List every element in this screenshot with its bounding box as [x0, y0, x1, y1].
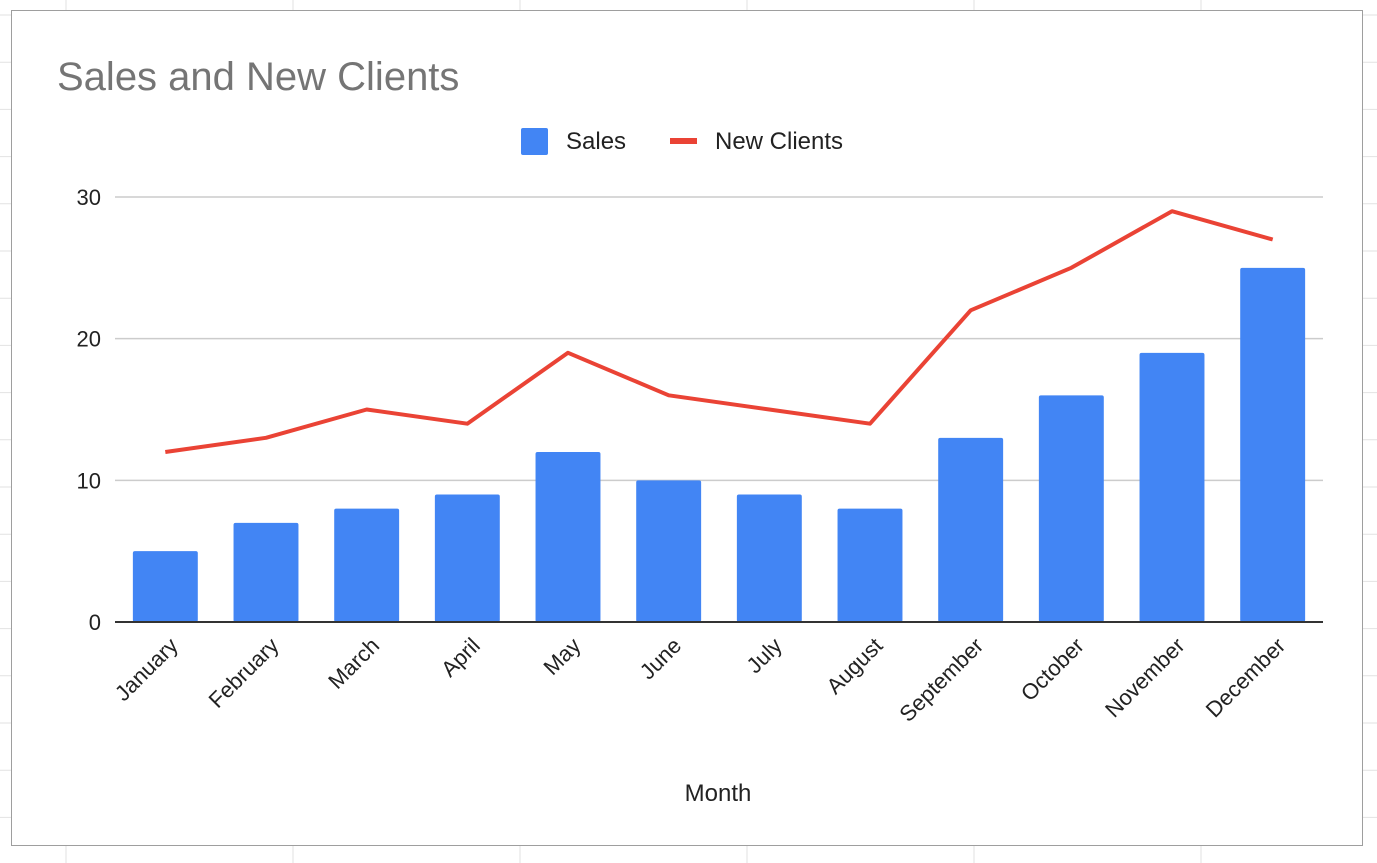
chart-container[interactable]: Sales and New Clients Sales New Clients … [11, 10, 1363, 846]
sales-bar[interactable] [1240, 267, 1306, 622]
y-tick-label: 0 [89, 610, 101, 635]
sales-bar[interactable] [132, 551, 198, 622]
x-tick-label: December [1201, 633, 1290, 722]
sales-bars [132, 267, 1306, 623]
x-tick-label: February [204, 633, 284, 713]
sales-bar[interactable] [736, 494, 802, 623]
x-tick-label: October [1016, 633, 1089, 706]
new-clients-line [165, 209, 1274, 454]
combo-chart: Sales and New Clients Sales New Clients … [57, 55, 1323, 807]
x-tick-label: January [110, 633, 183, 706]
legend-label-new-clients: New Clients [715, 128, 843, 155]
x-tick-label: August [821, 633, 887, 699]
x-axis-title: Month [685, 780, 752, 807]
sales-bar[interactable] [535, 452, 601, 622]
sales-bar[interactable] [636, 480, 702, 622]
y-tick-label: 10 [77, 468, 101, 493]
x-tick-label: September [894, 633, 988, 727]
x-tick-label: May [538, 633, 585, 680]
y-tick-label: 20 [77, 327, 101, 352]
sales-bar[interactable] [434, 494, 500, 623]
legend-label-sales: Sales [566, 128, 626, 155]
sales-bar[interactable] [1139, 352, 1205, 622]
gridlines [115, 196, 1323, 482]
x-tick-label: July [742, 633, 787, 678]
x-tick-label: November [1100, 633, 1189, 722]
x-tick-label: March [323, 633, 384, 694]
sales-bar[interactable] [334, 508, 400, 622]
legend[interactable]: Sales New Clients [521, 128, 843, 155]
sales-bar[interactable] [837, 508, 903, 622]
chart-title: Sales and New Clients [57, 55, 459, 99]
sales-bar[interactable] [233, 522, 299, 622]
sales-bar[interactable] [1038, 395, 1104, 622]
y-tick-label: 30 [77, 185, 101, 210]
x-tick-label: April [436, 633, 485, 682]
sales-bar[interactable] [938, 437, 1004, 622]
x-tick-label: June [635, 633, 686, 684]
legend-swatch-sales [521, 128, 548, 155]
legend-swatch-new-clients [670, 138, 697, 144]
y-axis-tick-labels: 0 10 20 30 [77, 185, 101, 635]
x-axis-tick-labels: January February March April May June July Augu… [110, 633, 1290, 727]
